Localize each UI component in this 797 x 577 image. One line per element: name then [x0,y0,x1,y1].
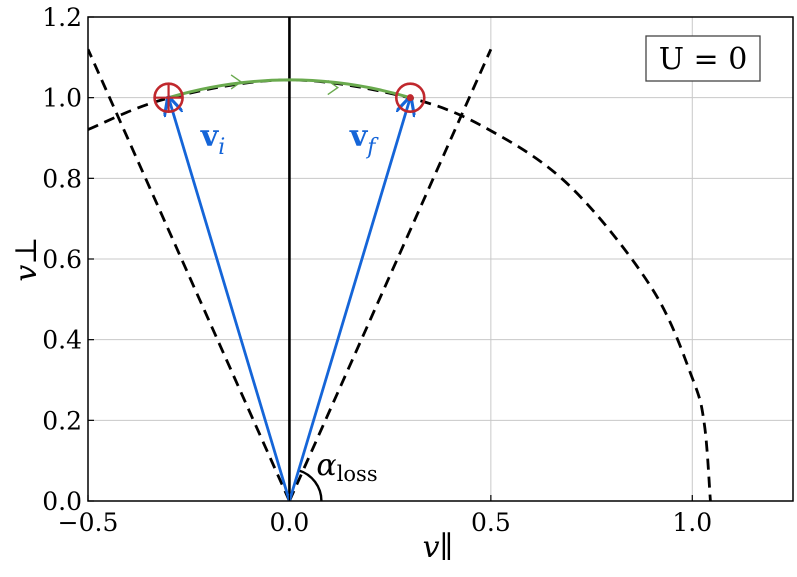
y-tick-label: 0.6 [42,245,82,274]
y-tick-label: 0.8 [42,164,82,193]
y-tick-label: 0.0 [42,487,82,516]
y-tick-label: 1.0 [42,84,82,113]
x-tick-label: 0.0 [270,508,310,537]
energy-contour-series [88,78,712,501]
x-axis-label: v∥ [423,530,454,565]
trajectory-direction-arrow [327,80,339,96]
annotation-layer: αloss vi vf [153,82,426,502]
x-tick-label: −0.5 [58,508,119,537]
vector-label-i: vi [200,119,225,160]
x-tick-label: 0.5 [471,508,511,537]
loss-angle-label: αloss [316,448,377,486]
loss-cone-boundary-series [88,48,291,501]
series-layer [88,17,712,501]
trajectory-series [168,78,411,100]
loss-angle-arc [298,469,323,502]
marker-dot [406,94,414,102]
u-label: U = 0 [659,42,748,77]
loss-cone-boundary-series [288,48,493,501]
y-tick-label: 0.4 [42,326,82,355]
y-axis-label: v⊥ [9,236,44,281]
y-tick-label: 0.2 [42,406,82,435]
y-tick-label: 1.2 [42,3,82,32]
tick-layer: −0.5 0.0 0.5 1.00.00.20.40.60.81.01.2 [42,3,712,537]
velocity-vector-i [169,98,291,502]
u-label-box: U = 0 [645,35,761,82]
x-tick-label: 1.0 [672,508,712,537]
velocity-vector-f [288,98,410,502]
vector-label-f: vf [349,119,379,160]
circle-dot-marker [394,82,426,113]
trajectory-direction-arrow [230,74,243,90]
